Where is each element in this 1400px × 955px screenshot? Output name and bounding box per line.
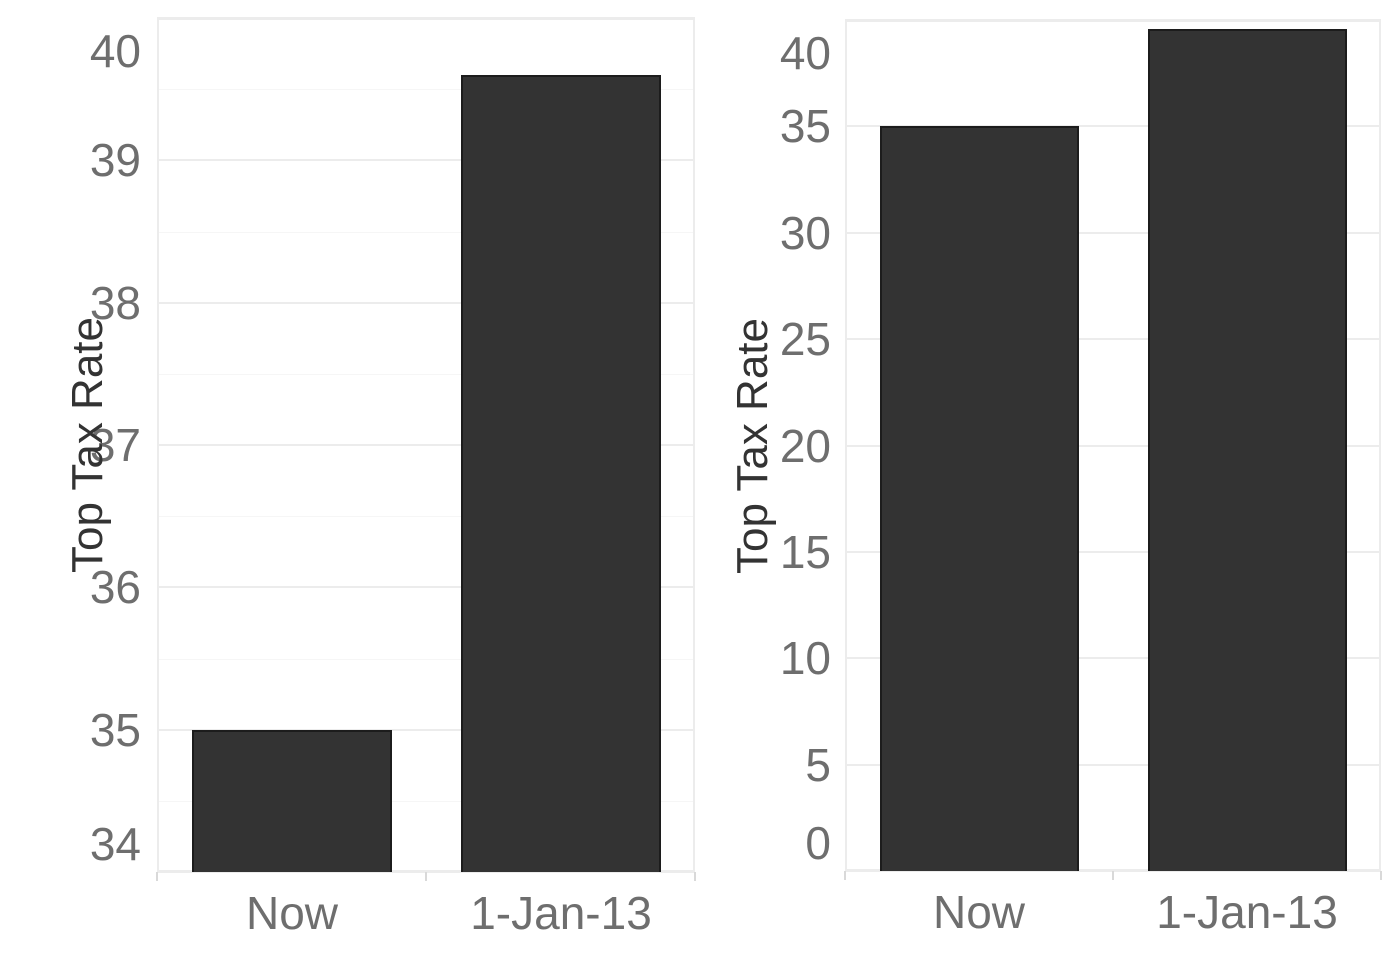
y-axis-title: Top Tax Rate bbox=[728, 317, 777, 575]
major-gridline bbox=[845, 657, 1381, 659]
major-gridline bbox=[157, 729, 695, 731]
minor-gridline bbox=[157, 801, 695, 802]
major-gridline bbox=[157, 159, 695, 161]
plot-area bbox=[845, 20, 1381, 871]
y-tick-label: 35 bbox=[779, 100, 831, 152]
y-tick-label: 35 bbox=[89, 704, 141, 756]
y-tick-label: 5 bbox=[805, 739, 831, 791]
minor-gridline bbox=[157, 232, 695, 233]
y-tick-label: 40 bbox=[779, 27, 831, 79]
category-boundary-tick bbox=[1380, 871, 1382, 880]
x-axis-label: Now bbox=[245, 887, 339, 939]
major-gridline bbox=[157, 586, 695, 588]
major-gridline bbox=[845, 445, 1381, 447]
plot-area bbox=[157, 18, 695, 872]
y-tick-label: 25 bbox=[779, 313, 831, 365]
major-gridline bbox=[157, 444, 695, 446]
y-tick-label: 39 bbox=[89, 134, 141, 186]
y-tick-label: 15 bbox=[779, 526, 831, 578]
x-axis-label: Now bbox=[932, 886, 1026, 938]
y-tick-label: 34 bbox=[89, 818, 141, 870]
y-tick-label: 38 bbox=[89, 277, 141, 329]
y-tick-label: 30 bbox=[779, 207, 831, 259]
minor-gridline bbox=[157, 374, 695, 375]
category-boundary-tick bbox=[1112, 871, 1114, 880]
minor-gridline bbox=[157, 659, 695, 660]
y-tick-label: 37 bbox=[89, 419, 141, 471]
category-boundary-tick bbox=[425, 872, 427, 881]
category-boundary-tick bbox=[156, 872, 158, 881]
y-tick-label: 10 bbox=[779, 632, 831, 684]
major-gridline bbox=[845, 551, 1381, 553]
major-gridline bbox=[845, 764, 1381, 766]
major-gridline bbox=[845, 232, 1381, 234]
y-tick-label: 36 bbox=[89, 561, 141, 613]
major-gridline bbox=[845, 338, 1381, 340]
x-axis-label: 1-Jan-13 bbox=[470, 887, 652, 939]
y-tick-label: 40 bbox=[89, 25, 141, 77]
category-boundary-tick bbox=[844, 871, 846, 880]
bar-1-jan-13 bbox=[1148, 29, 1347, 871]
y-tick-label: 0 bbox=[805, 817, 831, 869]
x-axis-label: 1-Jan-13 bbox=[1156, 886, 1338, 938]
major-gridline bbox=[845, 125, 1381, 127]
category-boundary-tick bbox=[694, 872, 696, 881]
minor-gridline bbox=[157, 516, 695, 517]
major-gridline bbox=[157, 302, 695, 304]
bar-now bbox=[192, 730, 392, 872]
bar-now bbox=[880, 126, 1079, 871]
bar-1-jan-13 bbox=[461, 75, 661, 872]
y-tick-label: 20 bbox=[779, 420, 831, 472]
minor-gridline bbox=[157, 89, 695, 90]
